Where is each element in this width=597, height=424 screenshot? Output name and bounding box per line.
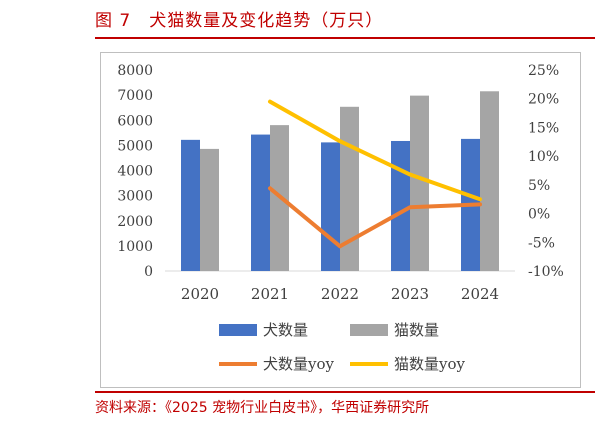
source-note: 资料来源：《2025 宠物行业白皮书》，华西证券研究所 [95,400,430,416]
dog-count-bar [321,142,340,271]
y-right-tick-label: 20% [528,92,559,108]
y-right-tick-label: 5% [528,178,550,194]
x-tick-label: 2024 [461,285,499,303]
y-right-tick-label: 15% [528,120,559,136]
y-right-tick-label: 10% [528,149,559,165]
y-left-tick-label: 4000 [117,164,153,180]
y-left-tick-label: 1000 [117,239,153,255]
y-left-tick-label: 6000 [117,113,153,129]
y-right-tick-label: -10% [528,264,564,280]
legend-cat-yoy-label: 猫数量yoy [394,355,466,373]
y-right-tick-label: 25% [528,63,559,79]
y-right-tick-label: 0% [528,207,550,223]
legend-cat-count-label: 猫数量 [394,321,439,339]
cat-yoy-line [268,99,482,202]
cat-count-bar [200,148,219,271]
x-tick-label: 2022 [321,285,359,303]
y-right-tick-label: -5% [528,235,555,251]
legend-dog-count-label: 犬数量 [263,321,308,339]
figure-title: 图 7 犬猫数量及变化趋势（万只） [95,11,384,31]
dog-count-bar [391,140,410,271]
y-left-tick-label: 8000 [117,63,153,79]
cat-count-bar [410,95,429,271]
legend-dog-count-swatch [219,324,257,336]
cat-count-bar [480,91,499,271]
legend-dog-yoy-label: 犬数量yoy [263,355,335,373]
x-tick-label: 2020 [181,285,219,303]
dog-count-bar [251,134,270,271]
legend-cat-count-swatch [350,324,388,336]
x-tick-label: 2023 [391,285,429,303]
y-left-tick-label: 2000 [117,214,153,230]
y-left-tick-label: 0 [144,264,153,280]
dog-yoy-line [268,186,482,249]
title-rule [95,37,595,39]
chart-frame [100,52,581,388]
source-rule [95,391,595,393]
y-left-tick-label: 5000 [117,138,153,154]
dog-count-bar [181,139,200,271]
x-tick-label: 2021 [251,285,289,303]
y-left-tick-label: 7000 [117,88,153,104]
y-left-tick-label: 3000 [117,189,153,205]
